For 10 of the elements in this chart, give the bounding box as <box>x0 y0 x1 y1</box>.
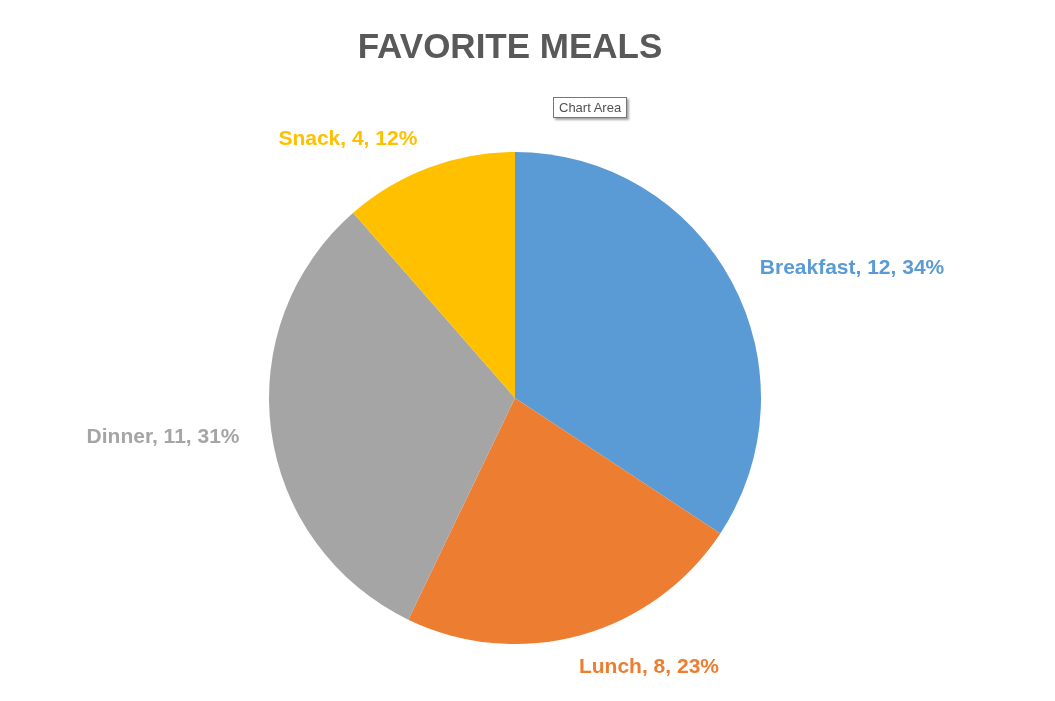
pie-slice <box>408 398 721 644</box>
pie-slice <box>353 152 515 398</box>
text: Chart Area <box>553 97 628 118</box>
pie-slice <box>515 152 761 534</box>
chart-title: FAVORITE MEALS <box>356 25 664 67</box>
slice-label: Snack, 4, 12% <box>278 126 418 150</box>
pie-slice <box>269 212 515 620</box>
slice-label: Lunch, 8, 23% <box>578 654 720 678</box>
slice-label: Dinner, 11, 31% <box>86 423 240 447</box>
slice-label: Breakfast, 12, 34% <box>759 254 945 278</box>
